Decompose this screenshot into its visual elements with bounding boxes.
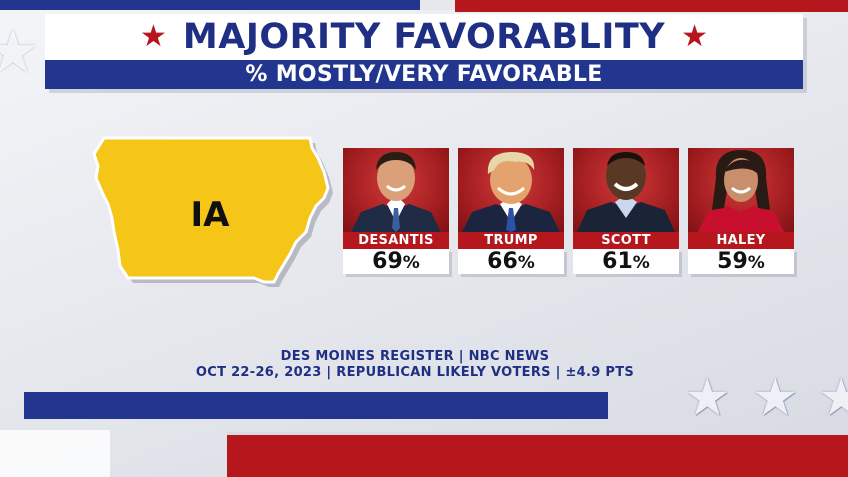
poll-details: OCT 22-26, 2023 | REPUBLICAN LIKELY VOTE… [195, 365, 635, 380]
candidate-card-desantis: DESANTIS 69% [343, 148, 449, 274]
candidate-photo [343, 148, 449, 232]
favorability-percent: 66% [458, 249, 564, 274]
star-icon: ★ [681, 19, 708, 54]
candidate-name: DESANTIS [343, 232, 449, 249]
percent-value: 69 [372, 249, 403, 274]
title-panel: ★ MAJORITY FAVORABLITY ★ [45, 14, 803, 60]
percent-value: 61 [602, 249, 633, 274]
background-star-icon: ★ [684, 368, 731, 428]
candidate-card-scott: SCOTT 61% [573, 148, 679, 274]
bottom-accent-edge [227, 432, 848, 435]
candidate-name: SCOTT [573, 232, 679, 249]
bottom-accent-stripe [0, 430, 110, 477]
favorability-percent: 61% [573, 249, 679, 274]
favorability-percent: 59% [688, 249, 794, 274]
candidate-card-trump: TRUMP 66% [458, 148, 564, 274]
percent-sign: % [632, 253, 650, 273]
state-abbreviation: IA [190, 195, 230, 235]
top-accent-bar-red [455, 0, 848, 12]
candidate-photo [688, 148, 794, 232]
background-star-icon: ★ [818, 368, 848, 428]
star-icon: ★ [140, 19, 167, 54]
subtitle-panel: % MOSTLY/VERY FAVORABLE [45, 60, 803, 89]
page-subtitle: % MOSTLY/VERY FAVORABLE [245, 62, 603, 87]
candidate-name: HALEY [688, 232, 794, 249]
background-star-icon: ★ [752, 368, 799, 428]
percent-sign: % [517, 253, 535, 273]
favorability-percent: 69% [343, 249, 449, 274]
percent-sign: % [402, 253, 420, 273]
iowa-map-icon [92, 136, 333, 287]
top-accent-bar-blue [0, 0, 420, 10]
bottom-accent-bar-blue [24, 392, 608, 419]
source-credit: DES MOINES REGISTER | NBC NEWS [280, 349, 550, 364]
percent-sign: % [747, 253, 765, 273]
bottom-accent-bar-red [227, 435, 848, 477]
iowa-map-shape [92, 136, 330, 284]
percent-value: 66 [487, 249, 518, 274]
candidate-photo [458, 148, 564, 232]
percent-value: 59 [717, 249, 748, 274]
page-title: MAJORITY FAVORABLITY [182, 17, 666, 57]
candidate-name: TRUMP [458, 232, 564, 249]
candidate-photo [573, 148, 679, 232]
background-star-icon: ★ [0, 17, 40, 87]
top-accent-gap [420, 0, 455, 10]
candidate-card-haley: HALEY 59% [688, 148, 794, 274]
